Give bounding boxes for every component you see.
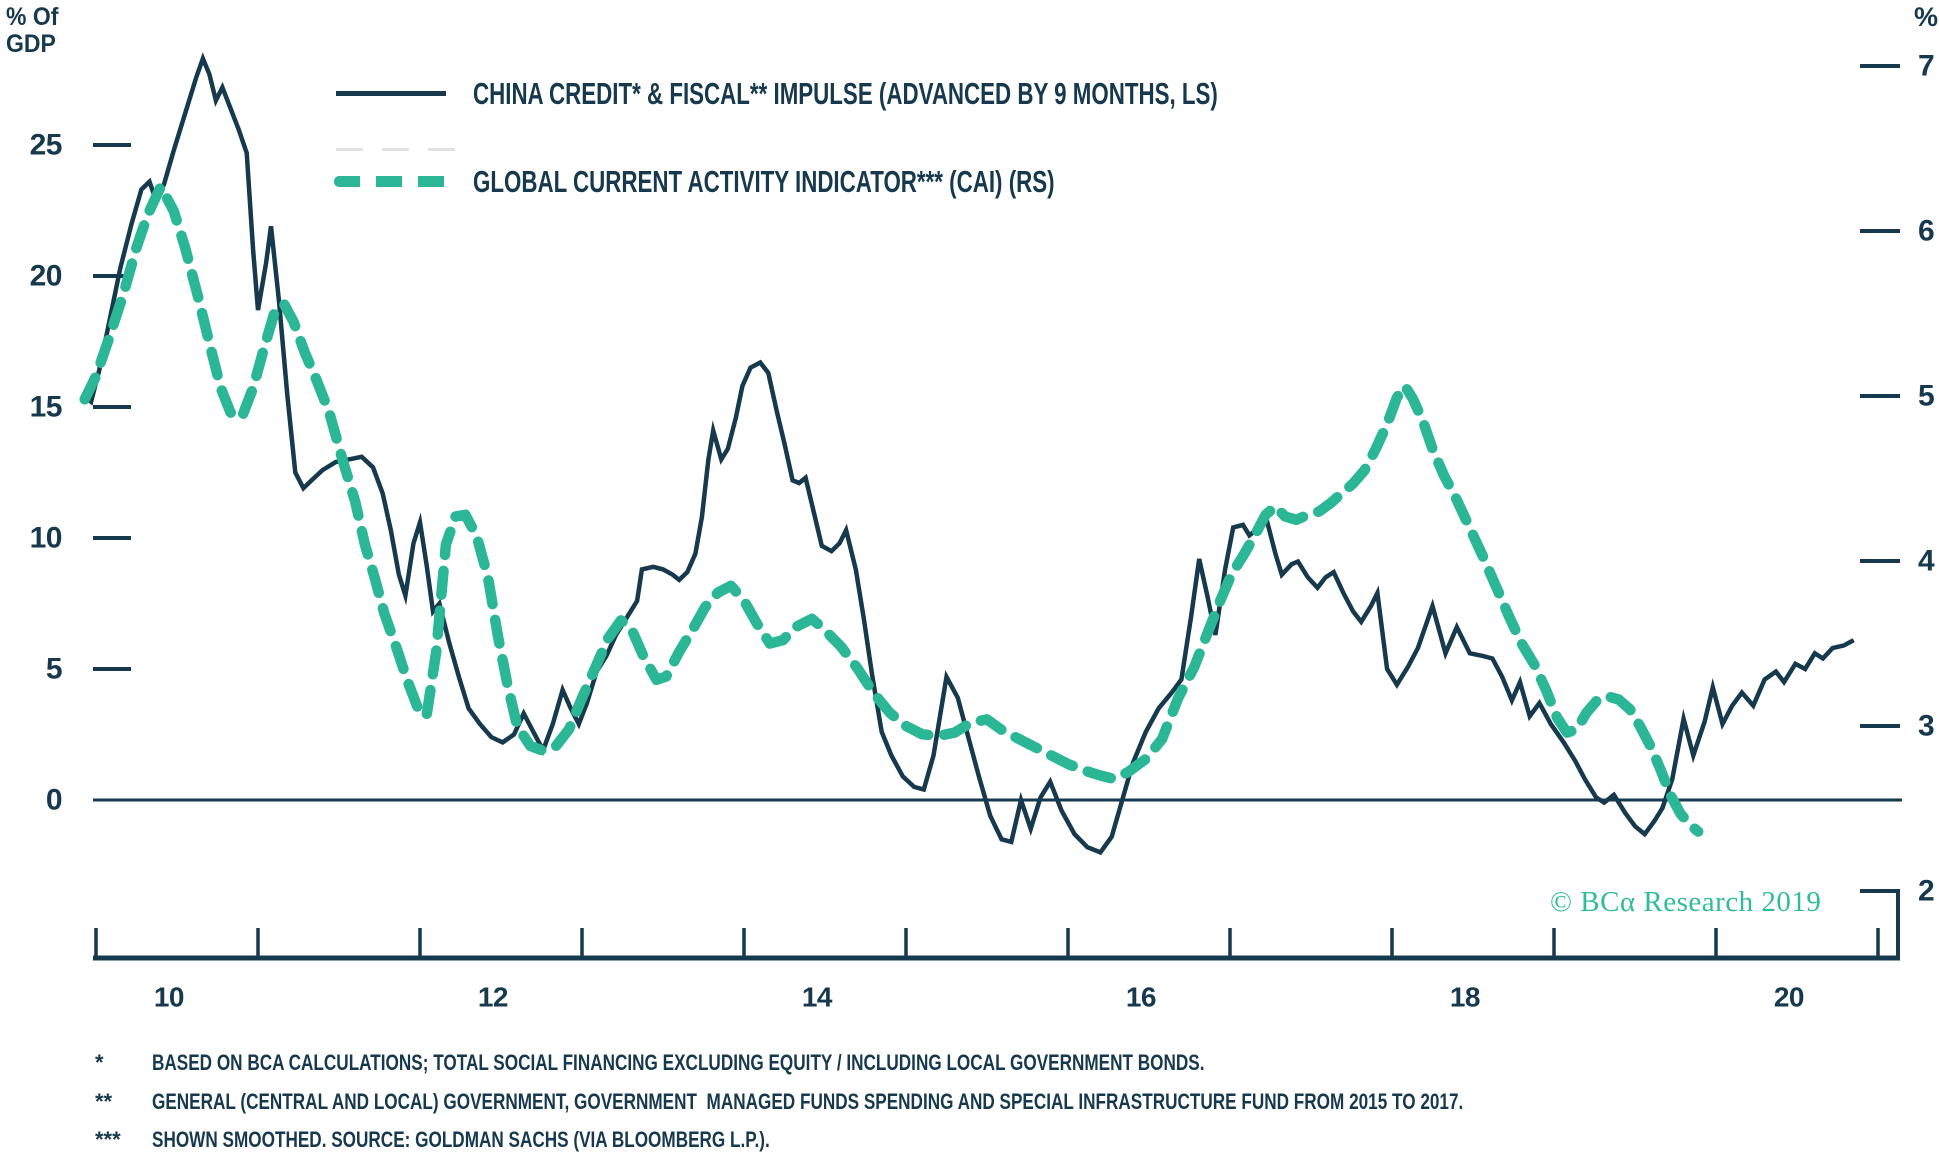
footnote-text: SHOWN SMOOTHED. SOURCE: GOLDMAN SACHS (V… (152, 1127, 770, 1152)
left-axis-tick-label: 5 (46, 653, 62, 686)
copyright-notice: © BCα Research 2019 (1550, 886, 1822, 918)
right-axis-tick-label: 2 (1918, 875, 1934, 908)
right-axis-unit-label: % (1914, 2, 1939, 32)
legend-label-china-credit-impulse: CHINA CREDIT* & FISCAL** IMPULSE (ADVANC… (473, 76, 1218, 111)
right-axis-tick-label: 6 (1918, 215, 1934, 248)
x-axis-tick-label: 16 (1126, 982, 1156, 1013)
x-axis-tick-label: 18 (1450, 982, 1480, 1013)
footnote-row: *** SHOWN SMOOTHED. SOURCE: GOLDMAN SACH… (0, 1127, 1939, 1152)
left-axis-tick-label: 25 (30, 129, 62, 162)
left-axis-unit-line2: GDP (6, 30, 56, 58)
left-axis-tick-label: 15 (30, 391, 62, 424)
left-axis-unit-label: % Of GDP (6, 4, 58, 58)
footnote-marker: * (95, 1050, 104, 1075)
right-axis-tick-label: 5 (1918, 380, 1934, 413)
footnote-text: GENERAL (CENTRAL AND LOCAL) GOVERNMENT, … (152, 1089, 1464, 1114)
right-axis-tick-label: 4 (1918, 545, 1935, 578)
footnote-row: ** GENERAL (CENTRAL AND LOCAL) GOVERNMEN… (0, 1089, 1939, 1114)
right-axis-tick-label: 7 (1918, 50, 1934, 83)
x-axis-tick-label: 12 (478, 982, 508, 1013)
legend-overlay-dash-swatch (336, 148, 458, 151)
x-axis-tick-label: 10 (154, 982, 184, 1013)
left-axis-tick-label: 20 (30, 260, 62, 293)
series-line-china-credit-impulse (83, 52, 1855, 856)
x-axis-tick-label: 14 (802, 982, 833, 1013)
x-axis-tick-label: 20 (1774, 982, 1804, 1013)
left-axis-unit-line1: % Of (6, 3, 59, 31)
legend-label-global-cai: GLOBAL CURRENT ACTIVITY INDICATOR*** (CA… (473, 164, 1055, 199)
left-axis-tick-label: 10 (30, 522, 62, 555)
left-axis-tick-label: 0 (46, 784, 62, 817)
right-axis-tick-label: 3 (1918, 710, 1934, 743)
footnote-marker: *** (95, 1127, 121, 1152)
series-line-global-cai (79, 181, 1704, 837)
footnote-marker: ** (95, 1089, 113, 1114)
legend-dashed-line-swatch (334, 176, 460, 187)
footnote-text: BASED ON BCA CALCULATIONS; TOTAL SOCIAL … (152, 1050, 1205, 1075)
footnote-row: * BASED ON BCA CALCULATIONS; TOTAL SOCIA… (0, 1050, 1939, 1075)
legend-solid-line-swatch (336, 91, 446, 96)
